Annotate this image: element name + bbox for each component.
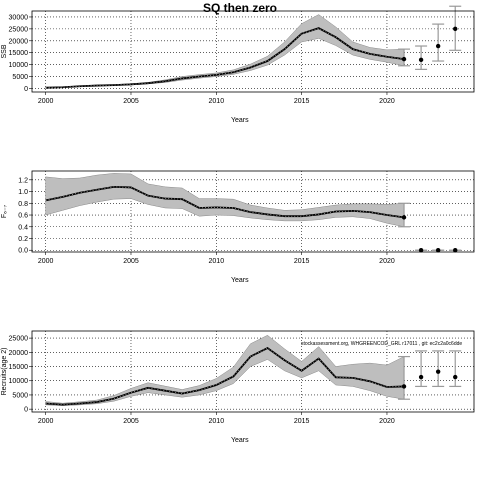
projection-point bbox=[401, 56, 407, 62]
y-tick-label: 5000 bbox=[12, 74, 28, 81]
y-tick-label: 0 bbox=[24, 407, 28, 414]
plot-frame bbox=[31, 170, 475, 253]
y-tick-label: 10000 bbox=[9, 62, 29, 69]
projection-point bbox=[401, 215, 407, 220]
y-tick-label: 10000 bbox=[9, 378, 29, 385]
y-axis-label: F₆₋₇ bbox=[1, 204, 8, 218]
projection-point bbox=[418, 57, 424, 63]
y-tick-label: 0 bbox=[24, 86, 28, 93]
y-tick-label: 0.4 bbox=[18, 224, 28, 231]
y-tick-label: 25000 bbox=[9, 26, 29, 33]
x-tick-label: 2015 bbox=[294, 98, 310, 105]
y-tick-label: 5000 bbox=[12, 392, 28, 399]
x-tick-label: 2020 bbox=[379, 418, 395, 425]
projection-point bbox=[418, 248, 424, 253]
plot-frame bbox=[31, 10, 475, 93]
projection-point bbox=[435, 43, 441, 49]
footnote: stockassessment.org, WHGREENCOD_GRL r170… bbox=[301, 341, 462, 347]
y-tick-label: 0.0 bbox=[18, 248, 28, 255]
x-tick-label: 2015 bbox=[294, 418, 310, 425]
x-axis-label: Years bbox=[231, 117, 249, 124]
x-axis-label: Years bbox=[231, 437, 249, 444]
estimate-line-dash bbox=[45, 186, 405, 218]
estimate-line-dash bbox=[45, 347, 405, 405]
chart-panel-1: 2000 2005 2010 2015 2020 0 5000 10000 15000 20000… bbox=[1, 5, 475, 124]
chart-panel-3: 2000 2005 2010 2015 2020 0 5000 10000 15000 20000… bbox=[1, 330, 475, 444]
y-tick-label: 15000 bbox=[9, 50, 29, 57]
projection-point bbox=[418, 374, 424, 380]
y-tick-label: 0.8 bbox=[18, 201, 28, 208]
x-tick-label: 2010 bbox=[209, 98, 225, 105]
x-tick-label: 2020 bbox=[379, 258, 395, 265]
x-tick-label: 2010 bbox=[209, 418, 225, 425]
chart-panel-2: 2000 2005 2010 2015 2020 0.0 0.2 0.4 0.6 0.8 1.0 1.… bbox=[1, 170, 475, 284]
projection-point bbox=[435, 248, 441, 253]
y-tick-label: 1.0 bbox=[18, 189, 28, 196]
projection-point bbox=[435, 369, 441, 374]
x-tick-label: 2000 bbox=[38, 98, 54, 105]
x-tick-label: 2000 bbox=[38, 418, 54, 425]
figure-title: SQ then zero bbox=[203, 1, 277, 15]
y-tick-label: 1.2 bbox=[18, 177, 28, 184]
y-tick-label: 25000 bbox=[9, 336, 29, 343]
y-tick-label: 20000 bbox=[9, 38, 29, 45]
y-tick-label: 15000 bbox=[9, 364, 29, 371]
projection-point bbox=[453, 26, 458, 32]
x-tick-label: 2010 bbox=[209, 258, 225, 265]
x-axis-label: Years bbox=[231, 277, 249, 284]
x-tick-label: 2005 bbox=[123, 418, 139, 425]
estimate-line bbox=[45, 27, 405, 89]
projection-point bbox=[401, 384, 407, 389]
estimate-line-dash bbox=[45, 27, 405, 88]
x-tick-label: 2020 bbox=[379, 98, 395, 105]
x-tick-label: 2000 bbox=[38, 258, 54, 265]
y-axis-label: Recruits(age 2) bbox=[1, 348, 8, 396]
projection-point bbox=[453, 374, 458, 380]
y-tick-label: 30000 bbox=[9, 14, 29, 21]
x-tick-label: 2005 bbox=[123, 98, 139, 105]
plot-frame bbox=[31, 330, 475, 413]
confidence-band bbox=[45, 14, 405, 89]
y-tick-label: 20000 bbox=[9, 350, 29, 357]
projection-point bbox=[453, 248, 458, 253]
x-tick-label: 2015 bbox=[294, 258, 310, 265]
y-axis-label: SSB bbox=[1, 44, 8, 58]
panels: 2000 2005 2010 2015 202005000100001500020000… bbox=[1, 5, 475, 444]
confidence-band bbox=[45, 173, 405, 228]
y-tick-label: 0.6 bbox=[18, 213, 28, 220]
y-tick-label: 0.2 bbox=[18, 236, 28, 243]
x-tick-label: 2005 bbox=[123, 258, 139, 265]
